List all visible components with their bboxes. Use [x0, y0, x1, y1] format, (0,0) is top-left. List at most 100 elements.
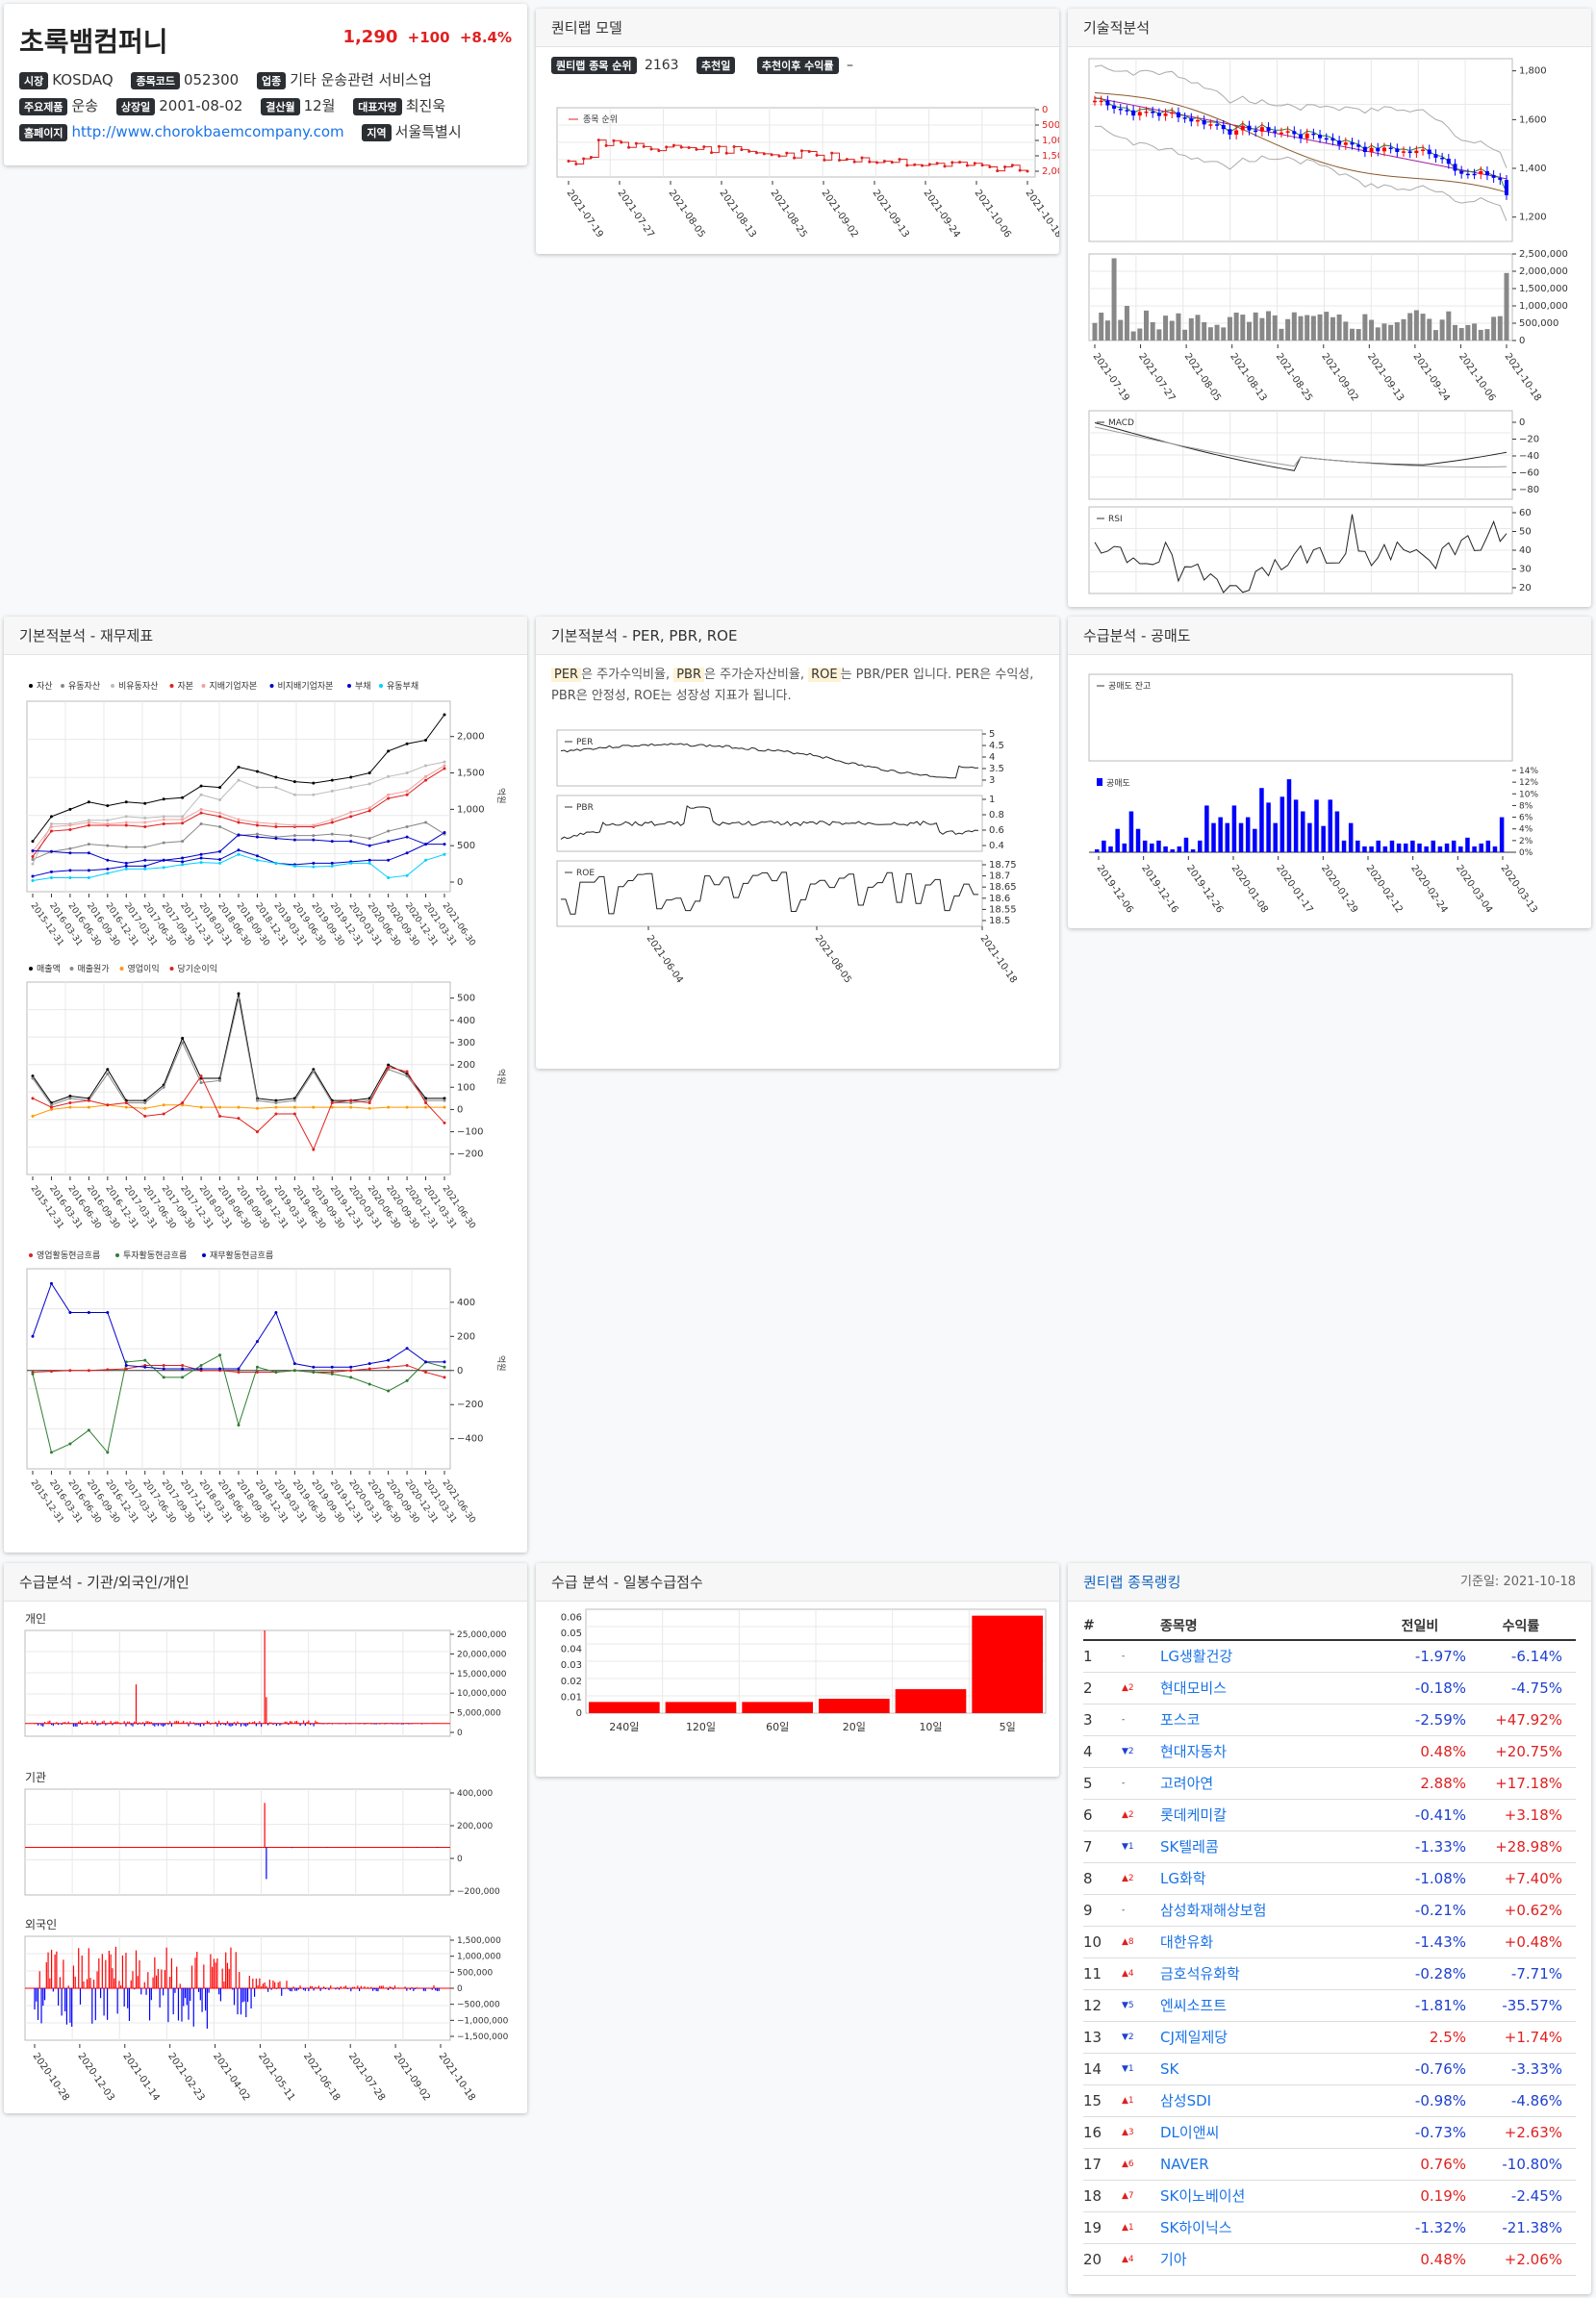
ranking-row[interactable]: 4 ▼2 현대자동차 0.48% +20.75%	[1083, 1735, 1576, 1768]
stock-name[interactable]: 삼성화재해상보험	[1160, 1902, 1267, 1919]
stock-name-link[interactable]: 삼성SDI	[1160, 2084, 1374, 2117]
balance-point	[237, 852, 241, 856]
stock-name-link[interactable]: LG화학	[1160, 1862, 1374, 1895]
return-value: +7.40%	[1480, 1862, 1576, 1895]
stock-name[interactable]: 현대자동차	[1160, 1743, 1228, 1760]
short-sale-bar	[1410, 840, 1415, 852]
ranking-row[interactable]: 19 ▲1 SK하이닉스 -1.32% -21.38%	[1083, 2211, 1576, 2244]
income-chart-frame	[26, 981, 451, 1175]
ranking-row[interactable]: 2 ▲2 현대모비스 -0.18% -4.75%	[1083, 1672, 1576, 1705]
ranking-row[interactable]: 5- 고려아연 2.88% +17.18%	[1083, 1767, 1576, 1800]
stock-name-link[interactable]: 삼성화재해상보험	[1160, 1894, 1374, 1927]
stock-name-link[interactable]: 현대모비스	[1160, 1672, 1374, 1705]
ranking-row[interactable]: 20 ▲4 기아 0.48% +2.06%	[1083, 2243, 1576, 2276]
stock-name-link[interactable]: 금호석유화학	[1160, 1957, 1374, 1990]
stock-name-link[interactable]: 포스코	[1160, 1704, 1374, 1736]
income-point	[274, 1112, 278, 1116]
volume-bar	[1176, 313, 1181, 341]
stock-name-link[interactable]: CJ제일제당	[1160, 2021, 1374, 2054]
stock-name[interactable]: CJ제일제당	[1160, 2029, 1229, 2046]
stock-name[interactable]: 롯데케미칼	[1160, 1806, 1228, 1824]
stock-name-link[interactable]: 기아	[1160, 2243, 1374, 2276]
stock-name[interactable]: LG화학	[1160, 1870, 1206, 1887]
ranking-row[interactable]: 15 ▲1 삼성SDI -0.98% -4.86%	[1083, 2084, 1576, 2117]
short-sale-bar	[1108, 846, 1113, 852]
legend-marker	[29, 967, 33, 971]
income-point	[181, 1103, 185, 1107]
stock-name-link[interactable]: NAVER	[1160, 2148, 1374, 2181]
rec-return-tag: 추천이후 수익률	[756, 57, 839, 74]
rank-point	[762, 152, 766, 156]
ranking-row[interactable]: 8 ▲2 LG화학 -1.08% +7.40%	[1083, 1862, 1576, 1895]
homepage-link[interactable]: http://www.chorokbaemcompany.com	[71, 123, 344, 140]
ranking-row[interactable]: 12 ▼5 엔씨소프트 -1.81% -35.57%	[1083, 1989, 1576, 2022]
ranking-row[interactable]: 16 ▲3 DL이앤씨 -0.73% +2.63%	[1083, 2116, 1576, 2149]
stock-name[interactable]: 대한유화	[1160, 1933, 1214, 1951]
stock-name[interactable]: SK텔레콤	[1160, 1838, 1219, 1856]
ranking-row[interactable]: 17 ▲6 NAVER 0.76% -10.80%	[1083, 2148, 1576, 2181]
stock-name[interactable]: 엔씨소프트	[1160, 1997, 1228, 2014]
balance-point	[255, 770, 259, 773]
return-value: -7.71%	[1480, 1957, 1576, 1990]
rec-return-value: –	[847, 58, 853, 73]
ranking-row[interactable]: 14 ▼1 SK -0.76% -3.33%	[1083, 2053, 1576, 2085]
day-change: -1.81%	[1374, 1989, 1480, 2022]
ranking-row[interactable]: 13 ▼2 CJ제일제당 2.5% +1.74%	[1083, 2021, 1576, 2054]
ranking-row[interactable]: 7 ▼1 SK텔레콤 -1.33% +28.98%	[1083, 1831, 1576, 1863]
stock-name-link[interactable]: SK텔레콤	[1160, 1831, 1374, 1863]
stock-name-link[interactable]: 고려아연	[1160, 1767, 1374, 1800]
ranking-row[interactable]: 9- 삼성화재해상보험 -0.21% +0.62%	[1083, 1894, 1576, 1927]
return-value: +3.18%	[1480, 1799, 1576, 1831]
stock-name-link[interactable]: 엔씨소프트	[1160, 1989, 1374, 2022]
cashflow-point	[68, 1442, 72, 1446]
stock-name-link[interactable]: SK	[1160, 2053, 1374, 2085]
income-point	[424, 1100, 428, 1104]
short-sale-bar	[1334, 811, 1340, 852]
volume-bar	[1137, 328, 1143, 341]
ranking-row[interactable]: 18 ▲7 SK이노베이션 0.19% -2.45%	[1083, 2180, 1576, 2212]
volume-bar	[1221, 327, 1227, 341]
balance-point	[218, 858, 222, 862]
stock-name[interactable]: 금호석유화학	[1160, 1965, 1240, 1982]
balance-point	[405, 771, 409, 775]
short-sale-bar	[1328, 799, 1333, 852]
stock-name[interactable]: 기아	[1160, 2251, 1187, 2268]
stock-name[interactable]: 현대모비스	[1160, 1679, 1228, 1697]
stock-name-link[interactable]: 현대자동차	[1160, 1735, 1374, 1768]
stock-name-link[interactable]: SK이노베이션	[1160, 2180, 1374, 2212]
stock-name-link[interactable]: 롯데케미칼	[1160, 1799, 1374, 1831]
stock-name[interactable]: 포스코	[1160, 1711, 1201, 1729]
stock-name[interactable]: LG생활건강	[1160, 1648, 1233, 1666]
stock-name-link[interactable]: DL이앤씨	[1160, 2116, 1374, 2149]
legend-marker	[115, 1253, 119, 1257]
fundamental-title: 기본적분석 - 재무제표	[4, 617, 527, 655]
stock-name[interactable]: 고려아연	[1160, 1775, 1214, 1792]
stock-name[interactable]: 삼성SDI	[1160, 2092, 1212, 2109]
short-sale-bar	[1362, 846, 1367, 852]
stock-name-link[interactable]: LG생활건강	[1160, 1640, 1374, 1673]
ranking-row[interactable]: 6 ▲2 롯데케미칼 -0.41% +3.18%	[1083, 1799, 1576, 1831]
stock-name[interactable]: SK하이닉스	[1160, 2219, 1232, 2236]
legend-label: 매출원가	[78, 964, 110, 974]
stock-name[interactable]: SK	[1160, 2059, 1179, 2078]
candle-body	[1427, 149, 1431, 155]
cashflow-point	[106, 1310, 110, 1314]
income-point	[292, 1105, 296, 1109]
ranking-row[interactable]: 10 ▲8 대한유화 -1.43% +0.48%	[1083, 1926, 1576, 1958]
balance-point	[31, 878, 35, 882]
ranking-row[interactable]: 1- LG생활건강 -1.97% -6.14%	[1083, 1640, 1576, 1673]
balance-point	[312, 781, 316, 785]
ranking-row[interactable]: 11 ▲4 금호석유화학 -0.28% -7.71%	[1083, 1957, 1576, 1990]
ranking-row[interactable]: 3- 포스코 -2.59% +47.92%	[1083, 1704, 1576, 1736]
stock-name[interactable]: NAVER	[1160, 2155, 1209, 2173]
income-point	[387, 1063, 391, 1067]
rank-point	[649, 147, 653, 151]
rank-point	[830, 151, 834, 155]
stock-name-link[interactable]: 대한유화	[1160, 1926, 1374, 1958]
balance-point	[387, 749, 391, 753]
rank-point	[852, 160, 856, 164]
stock-name[interactable]: SK이노베이션	[1160, 2187, 1246, 2205]
volume-bar	[1465, 324, 1471, 341]
stock-name[interactable]: DL이앤씨	[1160, 2124, 1220, 2141]
stock-name-link[interactable]: SK하이닉스	[1160, 2211, 1374, 2244]
